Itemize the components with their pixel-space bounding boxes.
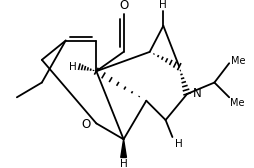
Text: O: O	[119, 0, 128, 12]
Polygon shape	[121, 139, 126, 157]
Text: O: O	[82, 118, 91, 131]
Text: H: H	[120, 159, 128, 168]
Text: Me: Me	[231, 56, 246, 66]
Text: Me: Me	[230, 98, 245, 108]
Text: H: H	[69, 62, 77, 72]
Text: H: H	[175, 139, 182, 149]
Text: N: N	[193, 87, 202, 100]
Text: H: H	[160, 0, 167, 10]
